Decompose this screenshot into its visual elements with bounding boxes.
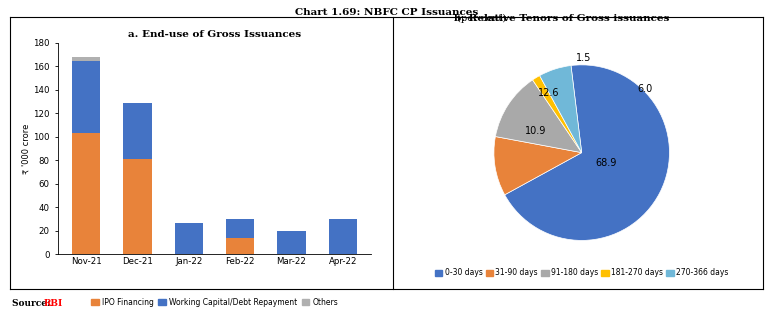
Text: RBI: RBI bbox=[44, 299, 63, 308]
Legend: 0-30 days, 31-90 days, 91-180 days, 181-270 days, 270-366 days: 0-30 days, 31-90 days, 91-180 days, 181-… bbox=[431, 265, 732, 280]
Text: 12.6: 12.6 bbox=[537, 88, 559, 98]
Y-axis label: ₹ '000 crore: ₹ '000 crore bbox=[22, 123, 30, 174]
Text: b. Relative Tenors of Gross issuances: b. Relative Tenors of Gross issuances bbox=[455, 14, 669, 23]
Wedge shape bbox=[533, 76, 582, 153]
Legend: IPO Financing, Working Capital/Debt Repayment, Others: IPO Financing, Working Capital/Debt Repa… bbox=[88, 295, 341, 310]
Bar bbox=[226, 219, 254, 238]
Wedge shape bbox=[505, 65, 669, 240]
Text: (per cent): (per cent) bbox=[455, 14, 506, 23]
Bar bbox=[72, 57, 100, 60]
Title: a. End-use of Gross Issuances: a. End-use of Gross Issuances bbox=[128, 31, 301, 39]
Bar bbox=[72, 60, 100, 133]
Text: Chart 1.69: NBFC CP Issuances: Chart 1.69: NBFC CP Issuances bbox=[295, 8, 478, 17]
Text: 68.9: 68.9 bbox=[595, 158, 617, 168]
Bar bbox=[72, 133, 100, 254]
Bar bbox=[329, 219, 357, 254]
Bar bbox=[175, 223, 203, 254]
Bar bbox=[278, 231, 305, 254]
Text: 10.9: 10.9 bbox=[526, 126, 547, 136]
Text: 1.5: 1.5 bbox=[576, 53, 591, 63]
Wedge shape bbox=[495, 80, 582, 153]
Bar bbox=[226, 238, 254, 254]
Wedge shape bbox=[540, 66, 582, 153]
Text: 6.0: 6.0 bbox=[637, 85, 652, 94]
Bar bbox=[124, 159, 152, 254]
Bar bbox=[124, 103, 152, 159]
Text: Source:: Source: bbox=[12, 299, 53, 308]
Wedge shape bbox=[494, 136, 582, 195]
